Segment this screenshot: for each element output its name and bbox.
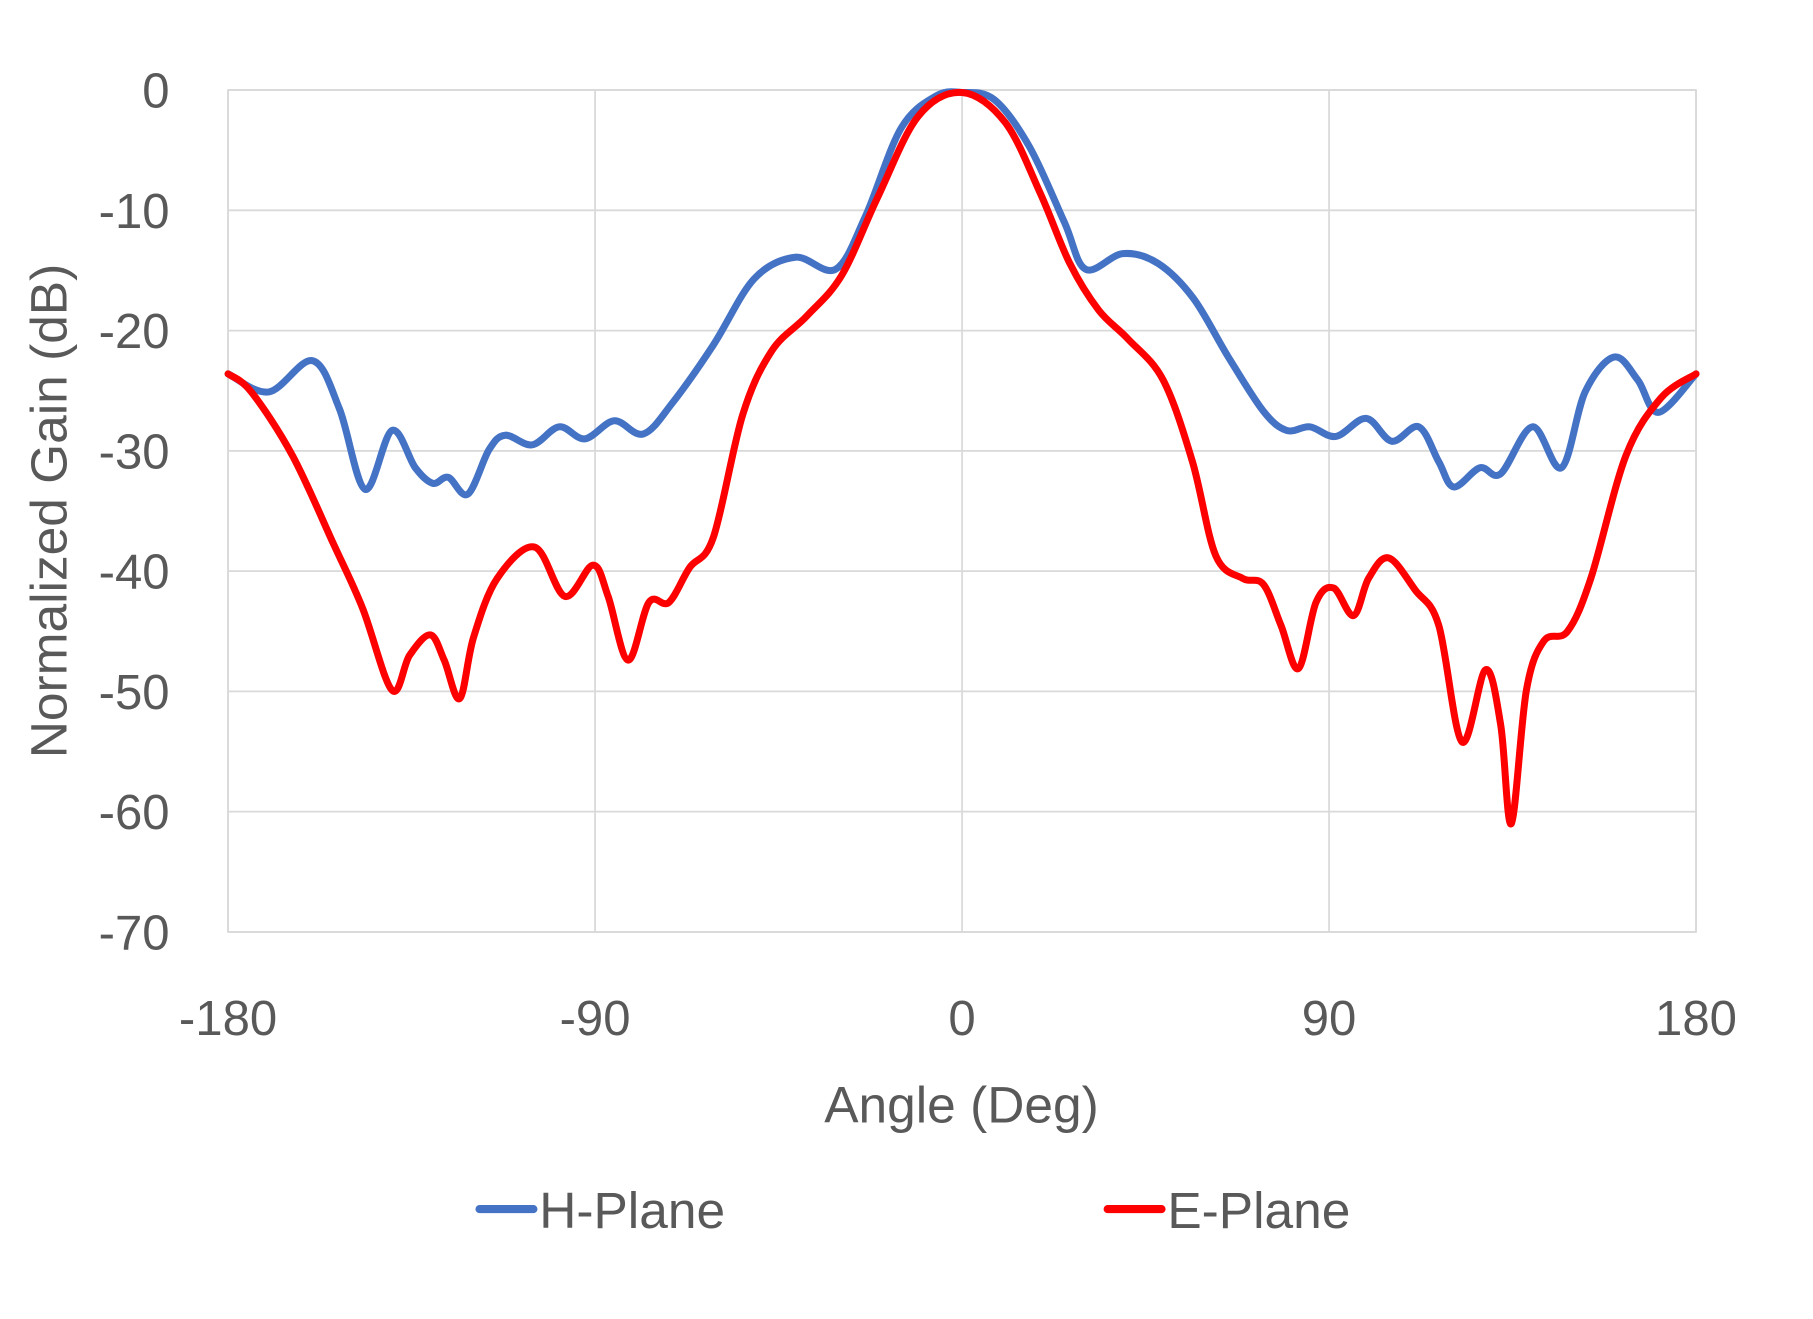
series-line-e-plane (224, 88, 1700, 828)
x-tick-label: 0 (948, 992, 975, 1046)
series-lines (224, 88, 1700, 828)
y-tick-label: -50 (99, 666, 170, 720)
y-axis-title: Normalized Gain (dB) (20, 264, 78, 758)
series-line-h-plane (224, 88, 1700, 499)
y-tick-label: -30 (99, 425, 170, 479)
x-tick-label: -180 (179, 992, 277, 1046)
y-tick-label: -70 (99, 906, 170, 960)
y-tick-label: -10 (99, 185, 170, 239)
x-tick-label: 180 (1655, 992, 1737, 1046)
x-tick-label: 90 (1302, 992, 1357, 1046)
grid-lines (227, 89, 1697, 933)
x-axis-title: Angle (Deg) (824, 1076, 1099, 1134)
legend-label-h-plane: H-Plane (539, 1181, 725, 1239)
y-tick-label: -20 (99, 305, 170, 359)
x-tick-labels: -180 -90 0 90 180 (179, 992, 1737, 1046)
legend-label-e-plane: E-Plane (1167, 1181, 1350, 1239)
y-tick-label: -40 (99, 546, 170, 600)
y-tick-label: 0 (142, 65, 169, 119)
y-tick-label: -60 (99, 786, 170, 840)
legend: H-Plane E-Plane (475, 1181, 1350, 1239)
y-tick-labels: 0 -10 -20 -30 -40 -50 -60 -70 (99, 65, 170, 961)
x-tick-label: -90 (560, 992, 631, 1046)
